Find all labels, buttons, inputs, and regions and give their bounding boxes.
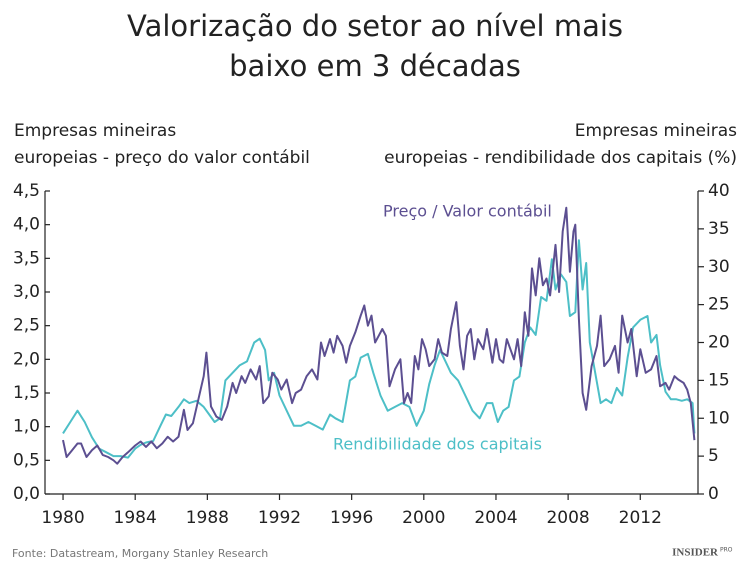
y2-axis-title: Empresas mineiras xyxy=(575,121,737,141)
chart-title: Valorização do setor ao nível mais xyxy=(127,9,623,43)
x-tick-label: 2008 xyxy=(546,508,589,528)
y2-tick-label: 35 xyxy=(708,219,730,239)
y2-tick-label: 5 xyxy=(708,446,719,466)
y-tick-label: 4,0 xyxy=(13,215,40,235)
y2-tick-label: 0 xyxy=(708,484,719,504)
source: Fonte: Datastream, Morgany Stanley Resea… xyxy=(12,547,268,560)
y2-tick-label: 25 xyxy=(708,295,730,315)
y-tick-label: 3,0 xyxy=(13,282,40,302)
logo: INSIDER xyxy=(672,547,719,559)
x-tick-label: 2012 xyxy=(619,508,662,528)
x-tick-label: 1992 xyxy=(258,508,301,528)
y-tick-label: 3,5 xyxy=(13,248,40,268)
series-label: Rendibilidade dos capitais xyxy=(333,435,542,454)
y-tick-label: 1,5 xyxy=(13,383,40,403)
y2-tick-label: 10 xyxy=(708,408,730,428)
y2-tick-label: 40 xyxy=(708,181,730,201)
y2-tick-label: 30 xyxy=(708,257,730,277)
y-tick-label: 4,5 xyxy=(13,181,40,201)
x-tick-label: 1996 xyxy=(330,508,373,528)
y-tick-label: 0,0 xyxy=(13,484,40,504)
logo-badge: PRO xyxy=(720,547,733,554)
series-label: Preço / Valor contábil xyxy=(383,202,552,221)
y-axis-title: europeias - preço do valor contábil xyxy=(14,148,310,168)
x-tick-label: 1980 xyxy=(41,508,84,528)
y-tick-label: 1,0 xyxy=(13,417,40,437)
y2-axis-title: europeias - rendibilidade dos capitais (… xyxy=(384,148,737,168)
series-line xyxy=(62,239,696,459)
y-tick-label: 0,5 xyxy=(13,450,40,470)
x-tick-label: 1984 xyxy=(114,508,157,528)
y-tick-label: 2,0 xyxy=(13,349,40,369)
x-tick-label: 2004 xyxy=(474,508,517,528)
y-tick-label: 2,5 xyxy=(13,316,40,336)
x-tick-label: 2000 xyxy=(402,508,445,528)
y-axis-title: Empresas mineiras xyxy=(14,121,176,141)
y2-tick-label: 20 xyxy=(708,333,730,353)
x-tick-label: 1988 xyxy=(186,508,229,528)
y2-tick-label: 15 xyxy=(708,370,730,390)
series-line xyxy=(62,206,696,465)
chart-title: baixo em 3 décadas xyxy=(229,49,521,83)
